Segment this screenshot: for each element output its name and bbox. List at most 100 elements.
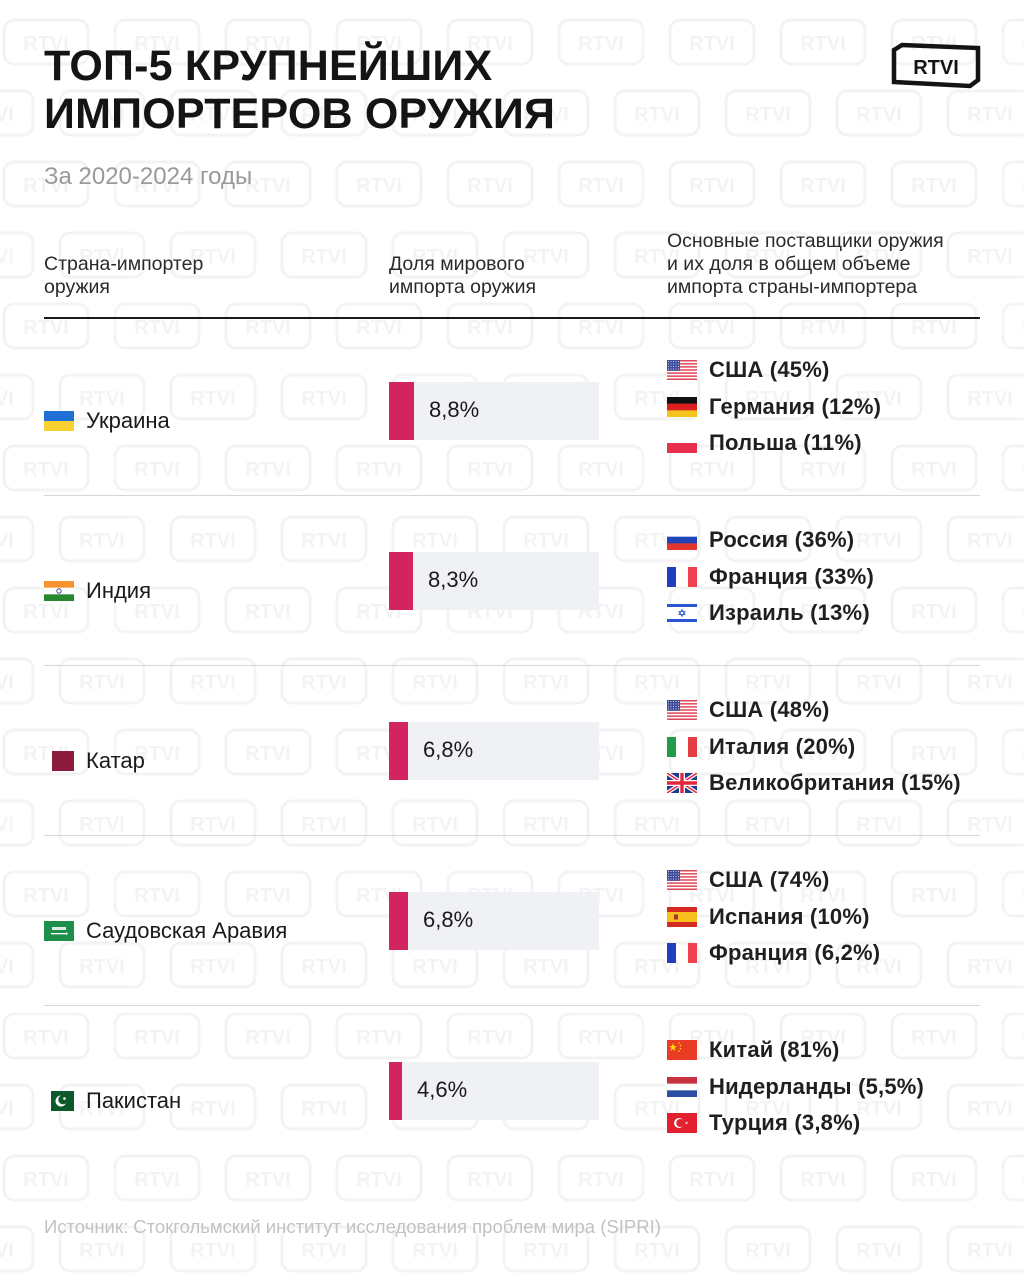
column-header-country: Страна-импортер оружия bbox=[44, 253, 203, 299]
watermark-logo: RTVI bbox=[0, 515, 35, 563]
watermark-logo: RTVI bbox=[1001, 302, 1024, 350]
supplier-item: Испания (10%) bbox=[667, 899, 880, 936]
supplier-label: Турция (3,8%) bbox=[709, 1110, 861, 1136]
table-row: Пакистан 4,6% Китай (81%) Нидерланды (5,5%)… bbox=[44, 1006, 980, 1176]
svg-text:RTVI: RTVI bbox=[523, 1240, 569, 1262]
svg-text:RTVI: RTVI bbox=[800, 33, 846, 55]
svg-text:RTVI: RTVI bbox=[578, 33, 624, 55]
watermark-logo: RTVI bbox=[1001, 18, 1024, 66]
watermark-logo: RTVI bbox=[0, 373, 35, 421]
header-line: импорта оружия bbox=[389, 276, 537, 298]
turkey-flag-icon bbox=[667, 1113, 697, 1134]
svg-text:RTVI: RTVI bbox=[356, 175, 402, 197]
svg-text:RTVI: RTVI bbox=[967, 246, 1013, 268]
importer-country-name: Катар bbox=[86, 748, 145, 773]
watermark-logo: RTVI bbox=[0, 941, 35, 989]
supplier-label: Китай (81%) bbox=[709, 1037, 840, 1063]
usa-flag-icon bbox=[667, 700, 697, 721]
watermark-logo: RTVI bbox=[0, 657, 35, 705]
row-divider bbox=[44, 1005, 980, 1006]
supplier-label: США (48%) bbox=[709, 697, 830, 723]
svg-text:RTVI: RTVI bbox=[689, 175, 735, 197]
supplier-item: Великобритания (15%) bbox=[667, 765, 961, 802]
share-bar-track: 6,8% bbox=[389, 722, 599, 780]
row-divider bbox=[44, 665, 980, 666]
watermark-logo: RTVI bbox=[724, 1225, 812, 1273]
saudi-arabia-flag-icon bbox=[44, 921, 74, 941]
table-row: Индия 8,3% Россия (36%) Франция (33%) Израил… bbox=[44, 496, 980, 666]
watermark-logo: RTVI bbox=[1001, 728, 1024, 776]
svg-text:RTVI: RTVI bbox=[0, 530, 14, 552]
header-line: Доля мирового bbox=[389, 253, 525, 275]
watermark-logo: RTVI bbox=[1001, 1154, 1024, 1202]
row-divider bbox=[44, 835, 980, 836]
share-bar-fill bbox=[389, 892, 408, 950]
importer-country: Индия bbox=[44, 578, 151, 604]
watermark-logo: RTVI bbox=[557, 160, 645, 208]
svg-text:RTVI: RTVI bbox=[301, 246, 347, 268]
supplier-item: Израиль (13%) bbox=[667, 595, 874, 632]
share-bar-fill bbox=[389, 722, 408, 780]
header-line: Страна-импортер bbox=[44, 253, 204, 275]
watermark-logo: RTVI bbox=[946, 231, 1024, 279]
suppliers-list: США (48%) Италия (20%) Великобритания (15%… bbox=[667, 692, 961, 802]
svg-text:RTVI: RTVI bbox=[745, 104, 791, 126]
source-note: Источник: Стокгольмский институт исследо… bbox=[44, 1216, 661, 1237]
page-title: ТОП-5 КРУПНЕЙШИХ ИМПОРТЕРОВ ОРУЖИЯ bbox=[44, 42, 555, 138]
svg-text:RTVI: RTVI bbox=[0, 956, 14, 978]
header-line: оружия bbox=[44, 276, 110, 298]
svg-text:RTVI: RTVI bbox=[0, 1098, 14, 1120]
watermark-logo: RTVI bbox=[613, 89, 701, 137]
suppliers-list: Китай (81%) Нидерланды (5,5%) Турция (3,8%… bbox=[667, 1032, 924, 1142]
importer-country-name: Пакистан bbox=[86, 1088, 182, 1113]
watermark-logo: RTVI bbox=[335, 160, 423, 208]
share-value-label: 8,3% bbox=[428, 567, 479, 592]
watermark-logo: RTVI bbox=[1001, 444, 1024, 492]
poland-flag-icon bbox=[667, 433, 697, 454]
supplier-label: Испания (10%) bbox=[709, 903, 870, 929]
watermark-logo: RTVI bbox=[835, 1225, 923, 1273]
share-bar-track: 4,6% bbox=[389, 1062, 599, 1120]
supplier-item: Франция (6,2%) bbox=[667, 935, 880, 972]
india-flag-icon bbox=[44, 581, 74, 601]
watermark-logo: RTVI bbox=[0, 89, 35, 137]
table-row: Саудовская Аравия 6,8% США (74%) Испания (1… bbox=[44, 836, 980, 1006]
germany-flag-icon bbox=[667, 396, 697, 417]
share-value-label: 8,8% bbox=[429, 397, 480, 422]
supplier-item: Германия (12%) bbox=[667, 389, 881, 426]
header-divider bbox=[44, 317, 980, 319]
ukraine-flag-icon bbox=[44, 411, 74, 431]
watermark-logo: RTVI bbox=[0, 1083, 35, 1131]
supplier-item: Турция (3,8%) bbox=[667, 1105, 924, 1142]
svg-text:RTVI: RTVI bbox=[634, 104, 680, 126]
suppliers-list: США (45%) Германия (12%) Польша (11%) bbox=[667, 352, 881, 462]
watermark-logo: RTVI bbox=[0, 799, 35, 847]
supplier-label: Польша (11%) bbox=[709, 430, 862, 456]
watermark-logo: RTVI bbox=[946, 1225, 1024, 1273]
svg-text:RTVI: RTVI bbox=[800, 175, 846, 197]
importer-country: Украина bbox=[44, 408, 170, 434]
watermark-logo: RTVI bbox=[835, 89, 923, 137]
china-flag-icon bbox=[667, 1040, 697, 1061]
watermark-logo: RTVI bbox=[1001, 160, 1024, 208]
pakistan-flag-icon bbox=[44, 1091, 74, 1111]
spain-flag-icon bbox=[667, 906, 697, 927]
supplier-item: Италия (20%) bbox=[667, 729, 961, 766]
supplier-label: Нидерланды (5,5%) bbox=[709, 1073, 925, 1099]
svg-text:RTVI: RTVI bbox=[0, 814, 14, 836]
svg-text:RTVI: RTVI bbox=[412, 1240, 458, 1262]
svg-text:RTVI: RTVI bbox=[0, 1240, 14, 1262]
share-value-label: 6,8% bbox=[423, 737, 474, 762]
svg-text:RTVI: RTVI bbox=[634, 1240, 680, 1262]
france-flag-icon bbox=[667, 943, 697, 964]
importer-country-name: Украина bbox=[86, 408, 170, 433]
share-bar-track: 8,3% bbox=[389, 552, 599, 610]
svg-text:RTVI: RTVI bbox=[911, 175, 957, 197]
qatar-flag-icon bbox=[44, 751, 74, 771]
supplier-item: США (45%) bbox=[667, 352, 881, 389]
column-header-suppliers: Основные поставщики оружия и их доля в о… bbox=[667, 230, 944, 299]
usa-flag-icon bbox=[667, 870, 697, 891]
netherlands-flag-icon bbox=[667, 1076, 697, 1097]
supplier-item: Китай (81%) bbox=[667, 1032, 924, 1069]
svg-text:RTVI: RTVI bbox=[79, 1240, 125, 1262]
